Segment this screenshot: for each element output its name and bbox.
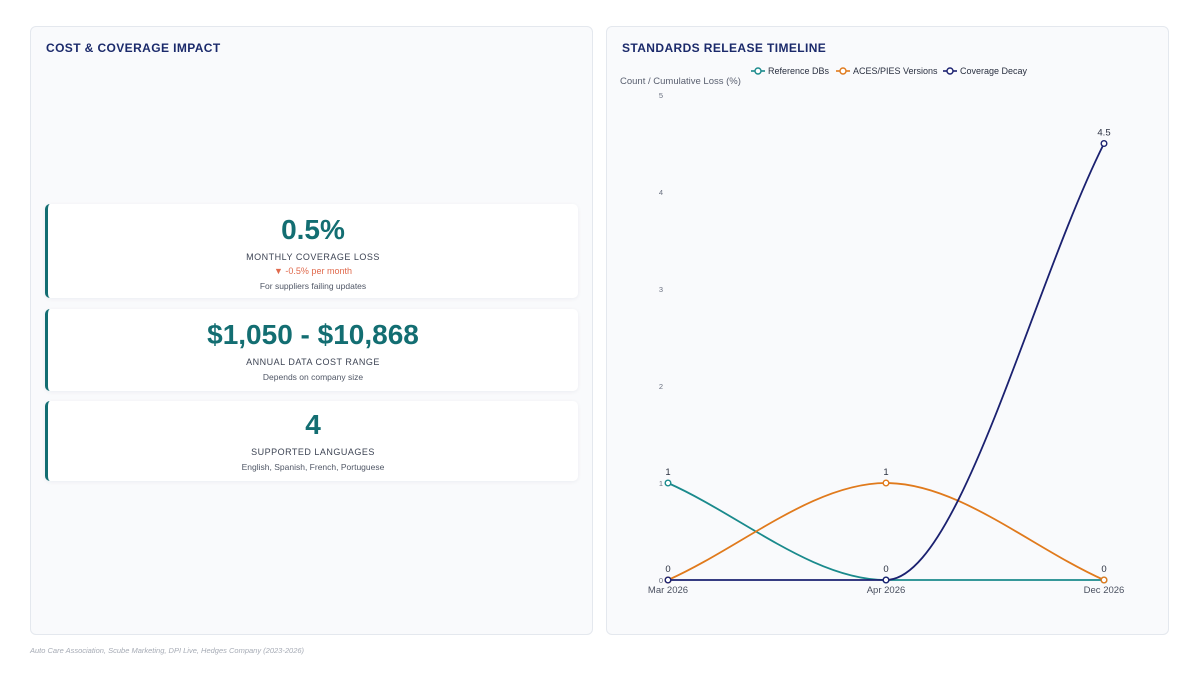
data-point (882, 576, 890, 584)
metric-value: 0.5% (281, 214, 345, 245)
metric-note: English, Spanish, French, Portuguese (241, 462, 385, 472)
x-tick-label: Apr 2026 (867, 585, 906, 596)
data-label: 4.5 (1097, 128, 1110, 139)
y-axis-title: Count / Cumulative Loss (%) (620, 76, 741, 87)
series-line-2 (668, 143, 1105, 581)
y-tick-label: 1 (659, 479, 663, 488)
legend-swatch-marker (839, 67, 847, 75)
metric-label: MONTHLY COVERAGE LOSS (246, 252, 380, 262)
data-label: 1 (883, 467, 888, 478)
legend-swatch-marker (754, 67, 762, 75)
data-label: 0 (665, 564, 670, 575)
data-point (664, 479, 672, 487)
y-tick-label: 4 (659, 188, 663, 197)
metric-delta: ▼ -0.5% per month (274, 266, 352, 276)
metric-card-data-cost: $1,050 - $10,868 ANNUAL DATA COST RANGE … (45, 309, 578, 391)
source-note: Auto Care Association, Scube Marketing, … (30, 646, 305, 655)
metric-label: SUPPORTED LANGUAGES (251, 447, 375, 457)
x-tick-label: Mar 2026 (648, 585, 688, 596)
metric-label: ANNUAL DATA COST RANGE (246, 357, 380, 367)
data-label: 0 (1101, 564, 1106, 575)
y-tick-label: 0 (659, 576, 663, 585)
legend-label: Coverage Decay (960, 66, 1028, 76)
data-point (664, 576, 672, 584)
release-timeline-panel: STANDARDS RELEASE TIMELINE (606, 26, 1169, 635)
data-point (1100, 139, 1108, 147)
y-tick-label: 2 (659, 382, 663, 391)
x-tick-label: Dec 2026 (1084, 585, 1125, 596)
metric-card-coverage-loss: 0.5% MONTHLY COVERAGE LOSS ▼ -0.5% per m… (45, 204, 578, 298)
data-point (1100, 576, 1108, 584)
panel-title: STANDARDS RELEASE TIMELINE (622, 41, 827, 55)
legend-label: Reference DBs (768, 66, 830, 76)
data-label: 1 (665, 467, 670, 478)
legend-label: ACES/PIES Versions (853, 66, 938, 76)
metric-note: For suppliers failing updates (259, 281, 367, 291)
y-tick-label: 5 (659, 91, 663, 100)
metric-value: 4 (305, 409, 321, 440)
panel-title: COST & COVERAGE IMPACT (46, 41, 221, 55)
data-point (882, 479, 890, 487)
y-tick-label: 3 (659, 285, 663, 294)
data-label: 0 (883, 564, 888, 575)
metric-card-languages: 4 SUPPORTED LANGUAGES English, Spanish, … (45, 401, 578, 481)
metric-note: Depends on company size (262, 372, 364, 382)
legend-swatch-marker (946, 67, 954, 75)
metric-value: $1,050 - $10,868 (207, 319, 419, 350)
cost-coverage-panel: COST & COVERAGE IMPACT 0.5% MONTHLY COVE… (30, 26, 593, 635)
